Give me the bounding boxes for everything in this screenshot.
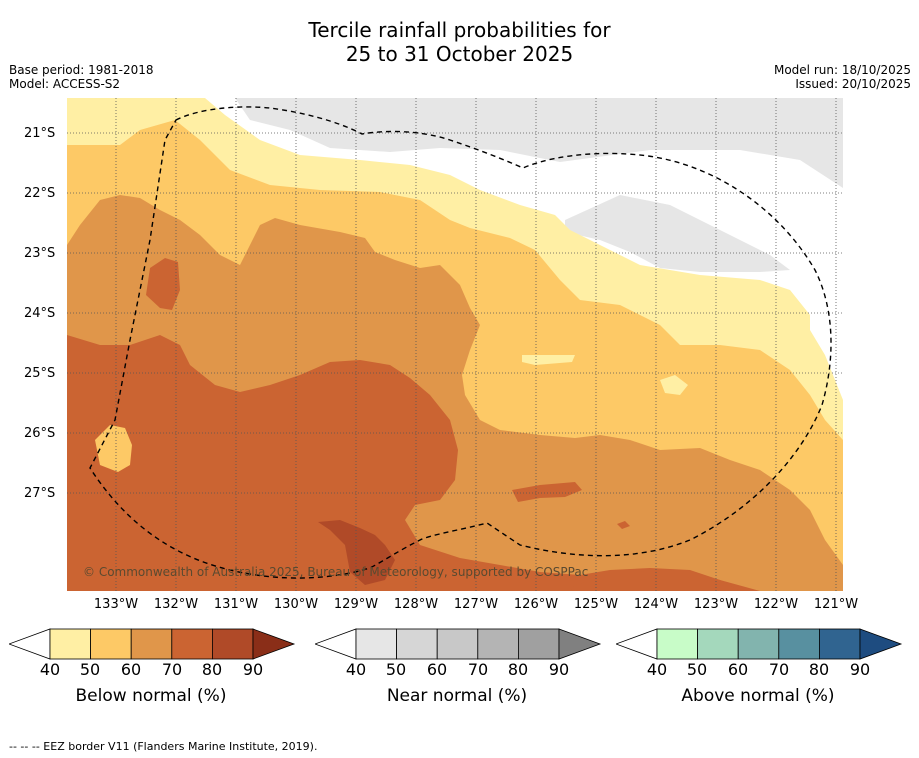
title-line-1: Tercile rainfall probabilities for: [308, 18, 611, 42]
near-colorbar-segment: [477, 628, 519, 660]
near-colorbar-segment: [396, 628, 438, 660]
meta-right: Model run: 18/10/2025 Issued: 20/10/2025: [774, 63, 911, 91]
x-label-122w: 122°W: [753, 597, 799, 612]
x-label-127w: 127°W: [453, 597, 499, 612]
gridlines: [67, 98, 843, 591]
below-80-patch-3: [512, 482, 582, 502]
below-tick-70: 70: [161, 660, 183, 679]
below-80-patch-2: [146, 258, 180, 310]
below-colorbar-extend-high: [252, 628, 296, 660]
x-label-126w: 126°W: [513, 597, 559, 612]
above-tick-80: 80: [808, 660, 830, 679]
above-colorbar-segment: [656, 628, 698, 660]
below-40-island-1: [522, 355, 575, 365]
near-tick-50: 50: [385, 660, 407, 679]
above-colorbar-segment: [737, 628, 780, 660]
x-label-121w: 121°W: [813, 597, 859, 612]
above-tick-60: 60: [727, 660, 749, 679]
above-tick-50: 50: [686, 660, 708, 679]
title-line-2: 25 to 31 October 2025: [345, 42, 574, 66]
near-tick-80: 80: [507, 660, 529, 679]
x-label-123w: 123°W: [693, 597, 739, 612]
colorbar-below: [9, 628, 296, 660]
below-colorbar-segment: [49, 628, 91, 660]
above-colorbar-segment: [697, 628, 739, 660]
below-tick-60: 60: [120, 660, 142, 679]
near-normal-region-north: [235, 98, 843, 188]
below-80-patch-1: [318, 520, 395, 585]
y-label-25s: 25°S: [24, 366, 56, 381]
near-tick-90: 90: [548, 660, 570, 679]
y-label-21s: 21°S: [24, 126, 56, 141]
colorbar-above: [616, 628, 903, 660]
near-tick-60: 60: [426, 660, 448, 679]
eez-border: [89, 106, 832, 579]
colorbar-near: [315, 628, 602, 660]
y-label-22s: 22°S: [24, 186, 56, 201]
below-50-island: [95, 425, 132, 472]
eez-footnote: -- -- -- EEZ border V11 (Flanders Marine…: [9, 740, 318, 753]
base-period: Base period: 1981-2018: [9, 63, 154, 77]
near-tick-70: 70: [467, 660, 489, 679]
x-label-129w: 129°W: [333, 597, 379, 612]
above-colorbar-segment: [818, 628, 861, 660]
near-tick-40: 40: [345, 660, 367, 679]
below-tick-90: 90: [242, 660, 264, 679]
below-70-region: [67, 335, 760, 591]
model-run: Model run: 18/10/2025: [773, 63, 911, 77]
above-tick-90: 90: [849, 660, 871, 679]
x-label-128w: 128°W: [393, 597, 439, 612]
above-colorbar-extend-low: [616, 628, 658, 660]
near-colorbar-extend-high: [558, 628, 602, 660]
x-label-133w: 133°W: [93, 597, 139, 612]
colorbar-below-title: Below normal (%): [75, 686, 227, 706]
below-tick-80: 80: [201, 660, 223, 679]
near-colorbar-extend-low: [315, 628, 357, 660]
y-label-26s: 26°S: [24, 426, 56, 441]
near-colorbar-segment: [436, 628, 479, 660]
x-label-124w: 124°W: [633, 597, 679, 612]
below-tick-40: 40: [39, 660, 61, 679]
above-colorbar-segment: [778, 628, 820, 660]
y-label-23s: 23°S: [24, 246, 56, 261]
x-label-131w: 131°W: [213, 597, 259, 612]
x-label-132w: 132°W: [153, 597, 199, 612]
below-tick-50: 50: [79, 660, 101, 679]
below-colorbar-segment: [211, 628, 254, 660]
near-colorbar-segment: [517, 628, 560, 660]
issued-date: Issued: 20/10/2025: [795, 77, 911, 91]
below-70-small: [617, 521, 630, 529]
copyright-notice: © Commonwealth of Australia 2025, Bureau…: [83, 565, 589, 579]
below-70-south: [570, 570, 740, 591]
model-name: Model: ACCESS-S2: [9, 77, 121, 91]
below-colorbar-extend-low: [9, 628, 51, 660]
below-colorbar-segment: [171, 628, 213, 660]
y-label-24s: 24°S: [24, 306, 56, 321]
colorbar-above-title: Above normal (%): [681, 686, 835, 706]
below-40-island-2: [660, 375, 688, 395]
above-tick-70: 70: [768, 660, 790, 679]
colorbar-near-title: Near normal (%): [386, 686, 528, 706]
below-colorbar-segment: [130, 628, 173, 660]
below-colorbar-segment: [90, 628, 132, 660]
meta-left: Base period: 1981-2018 Model: ACCESS-S2: [9, 63, 154, 91]
above-colorbar-extend-high: [859, 628, 903, 660]
map-title: Tercile rainfall probabilities for 25 to…: [0, 18, 919, 66]
above-tick-40: 40: [646, 660, 668, 679]
near-colorbar-segment: [355, 628, 397, 660]
y-label-27s: 27°S: [24, 486, 56, 501]
x-label-125w: 125°W: [573, 597, 619, 612]
x-label-130w: 130°W: [273, 597, 319, 612]
